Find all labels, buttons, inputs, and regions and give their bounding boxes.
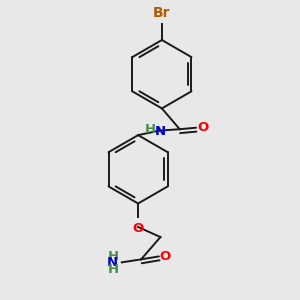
Text: O: O <box>133 222 144 235</box>
Text: N: N <box>107 256 118 269</box>
Text: H: H <box>145 123 156 136</box>
Text: O: O <box>197 121 208 134</box>
Text: H: H <box>108 250 119 263</box>
Text: N: N <box>155 125 166 138</box>
Text: H: H <box>108 263 119 276</box>
Text: O: O <box>160 250 171 263</box>
Text: Br: Br <box>153 6 171 20</box>
